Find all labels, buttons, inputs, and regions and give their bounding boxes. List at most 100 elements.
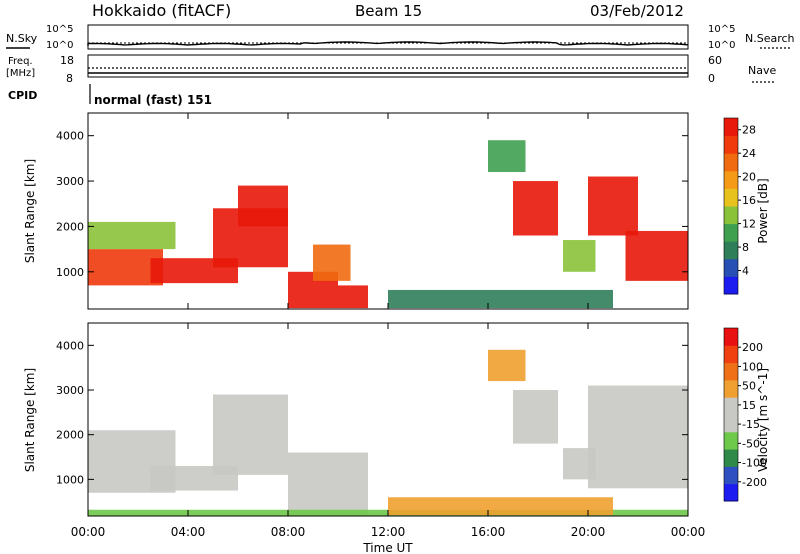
velocity-colorbar-label-3: 15 — [742, 399, 756, 412]
power-colorbar-swatch-2 — [724, 241, 738, 260]
time-label-5: 20:00 — [571, 525, 606, 539]
velocity-colorbar-swatch-0 — [724, 483, 738, 502]
nave-label: Nave — [748, 64, 776, 77]
power-region-8 — [488, 140, 526, 172]
power-colorbar-swatch-7 — [724, 153, 738, 172]
power-ytick-label-0: 1000 — [56, 266, 84, 279]
velocity-colorbar-swatch-9 — [724, 328, 738, 346]
nave-tick-low: 0 — [708, 72, 715, 85]
velocity-colorbar-label-7: -200 — [742, 476, 767, 489]
power-colorbar-label-3: 16 — [742, 194, 756, 207]
power-regions — [88, 140, 688, 309]
velocity-colorbar-label: Velocity [m s^-1] — [756, 368, 770, 472]
velocity-region-9 — [388, 497, 613, 516]
time-label-1: 04:00 — [171, 525, 206, 539]
cpid-label: CPID — [8, 89, 37, 102]
count-tick-low-left: 10^0 — [46, 40, 73, 51]
power-region-1 — [88, 221, 176, 250]
velocity-colorbar-swatch-2 — [724, 449, 738, 467]
power-colorbar-swatch-3 — [724, 223, 738, 242]
power-ytick-label-2: 3000 — [56, 175, 84, 188]
velocity-colorbar-label-5: -50 — [742, 437, 760, 450]
freq-panel: Freq. [MHz] 18 8 60 0 Nave — [6, 54, 776, 85]
velocity-colorbar-swatch-6 — [724, 379, 738, 398]
velocity-colorbar-label-4: -15 — [742, 418, 760, 431]
velocity-ylabel: Slant Range [km] — [23, 368, 37, 472]
velocity-region-4 — [488, 349, 526, 382]
date-title: 03/Feb/2012 — [590, 2, 684, 20]
time-label-6: 00:00 — [671, 525, 706, 539]
power-ytick-label-3: 4000 — [56, 130, 84, 143]
power-region-13 — [388, 289, 613, 309]
velocity-region-5 — [513, 390, 558, 444]
freq-tick-high: 18 — [60, 54, 74, 67]
velocity-colorbar-label-0: 200 — [742, 341, 763, 354]
power-colorbar-label-1: 8 — [742, 241, 749, 254]
power-colorbar-swatch-1 — [724, 258, 738, 277]
velocity-ytick-label-2: 3000 — [56, 384, 84, 397]
power-colorbar: 4 8 12 16 20 24 28 — [723, 117, 756, 295]
velocity-colorbar-swatch-5 — [724, 397, 738, 415]
power-region-4 — [238, 185, 288, 227]
velocity-region-3 — [288, 452, 368, 516]
power-colorbar-swatch-6 — [724, 170, 738, 189]
time-axis-title: Time UT — [362, 541, 413, 554]
power-panel: 1000 2000 3000 4000 Slant Range [km] — [23, 112, 689, 310]
time-label-4: 16:00 — [471, 525, 506, 539]
power-colorbar-swatch-0 — [724, 276, 738, 295]
power-colorbar-swatch-5 — [724, 188, 738, 207]
time-label-3: 12:00 — [371, 525, 406, 539]
power-region-11 — [588, 176, 638, 236]
velocity-colorbar-swatch-7 — [724, 362, 738, 381]
velocity-colorbar: 200 100 50 15 -15 -50 -100 -200 — [723, 327, 767, 502]
power-x-ticks — [87, 113, 689, 309]
beam-title: Beam 15 — [355, 2, 422, 20]
power-colorbar-label-6: 28 — [742, 124, 756, 137]
velocity-y-ticks: 1000 2000 3000 4000 — [56, 339, 688, 486]
velocity-regions — [88, 349, 688, 516]
count-tick-low-right: 10^0 — [708, 40, 735, 51]
velocity-region-2 — [213, 394, 288, 475]
power-colorbar-swatch-9 — [724, 118, 738, 137]
nave-tick-high: 60 — [708, 54, 722, 67]
nsearch-label: N.Search — [745, 32, 795, 45]
power-region-6 — [313, 244, 351, 281]
velocity-x-ticks — [87, 323, 689, 516]
power-colorbar-label-5: 24 — [742, 147, 756, 160]
count-tick-high-left: 10^5 — [46, 24, 73, 35]
time-label-0: 00:00 — [71, 525, 106, 539]
nsky-label: N.Sky — [6, 32, 38, 45]
power-y-ticks: 1000 2000 3000 4000 — [56, 130, 688, 279]
velocity-region-7 — [588, 385, 688, 489]
power-ytick-label-1: 2000 — [56, 220, 84, 233]
velocity-colorbar-label-6: -100 — [742, 457, 767, 470]
noise-panel: N.Sky N.Search 10^5 10^0 10^5 10^0 — [6, 24, 795, 51]
power-ylabel: Slant Range [km] — [23, 159, 37, 263]
time-label-2: 08:00 — [271, 525, 306, 539]
freq-label: Freq. — [8, 56, 33, 67]
power-colorbar-frame — [723, 117, 739, 295]
velocity-panel: 1000 2000 3000 4000 Slant Range [km] — [23, 322, 689, 517]
station-title: Hokkaido (fitACF) — [92, 1, 231, 20]
power-colorbar-label-4: 20 — [742, 171, 756, 184]
power-region-10 — [563, 240, 596, 272]
noise-trace — [87, 41, 689, 46]
velocity-ytick-label-1: 2000 — [56, 429, 84, 442]
power-colorbar-swatch-4 — [724, 206, 738, 225]
velocity-colorbar-label-1: 100 — [742, 360, 763, 373]
power-region-9 — [513, 181, 558, 236]
velocity-colorbar-swatch-1 — [724, 466, 738, 485]
power-colorbar-swatch-8 — [724, 135, 738, 154]
freq-tick-low: 8 — [66, 72, 73, 85]
power-colorbar-label: Power [dB] — [756, 178, 770, 243]
time-axis-labels: 00:00 04:00 08:00 12:00 16:00 20:00 00:00 — [71, 525, 706, 539]
velocity-colorbar-swatch-3 — [724, 431, 738, 450]
power-colorbar-label-0: 4 — [742, 265, 749, 278]
velocity-colorbar-frame — [723, 327, 739, 502]
velocity-colorbar-label-2: 50 — [742, 380, 756, 393]
velocity-ytick-label-3: 4000 — [56, 339, 84, 352]
power-region-7 — [338, 285, 368, 309]
freq-panel-frame — [87, 54, 689, 78]
freq-unit: [MHz] — [6, 68, 35, 79]
